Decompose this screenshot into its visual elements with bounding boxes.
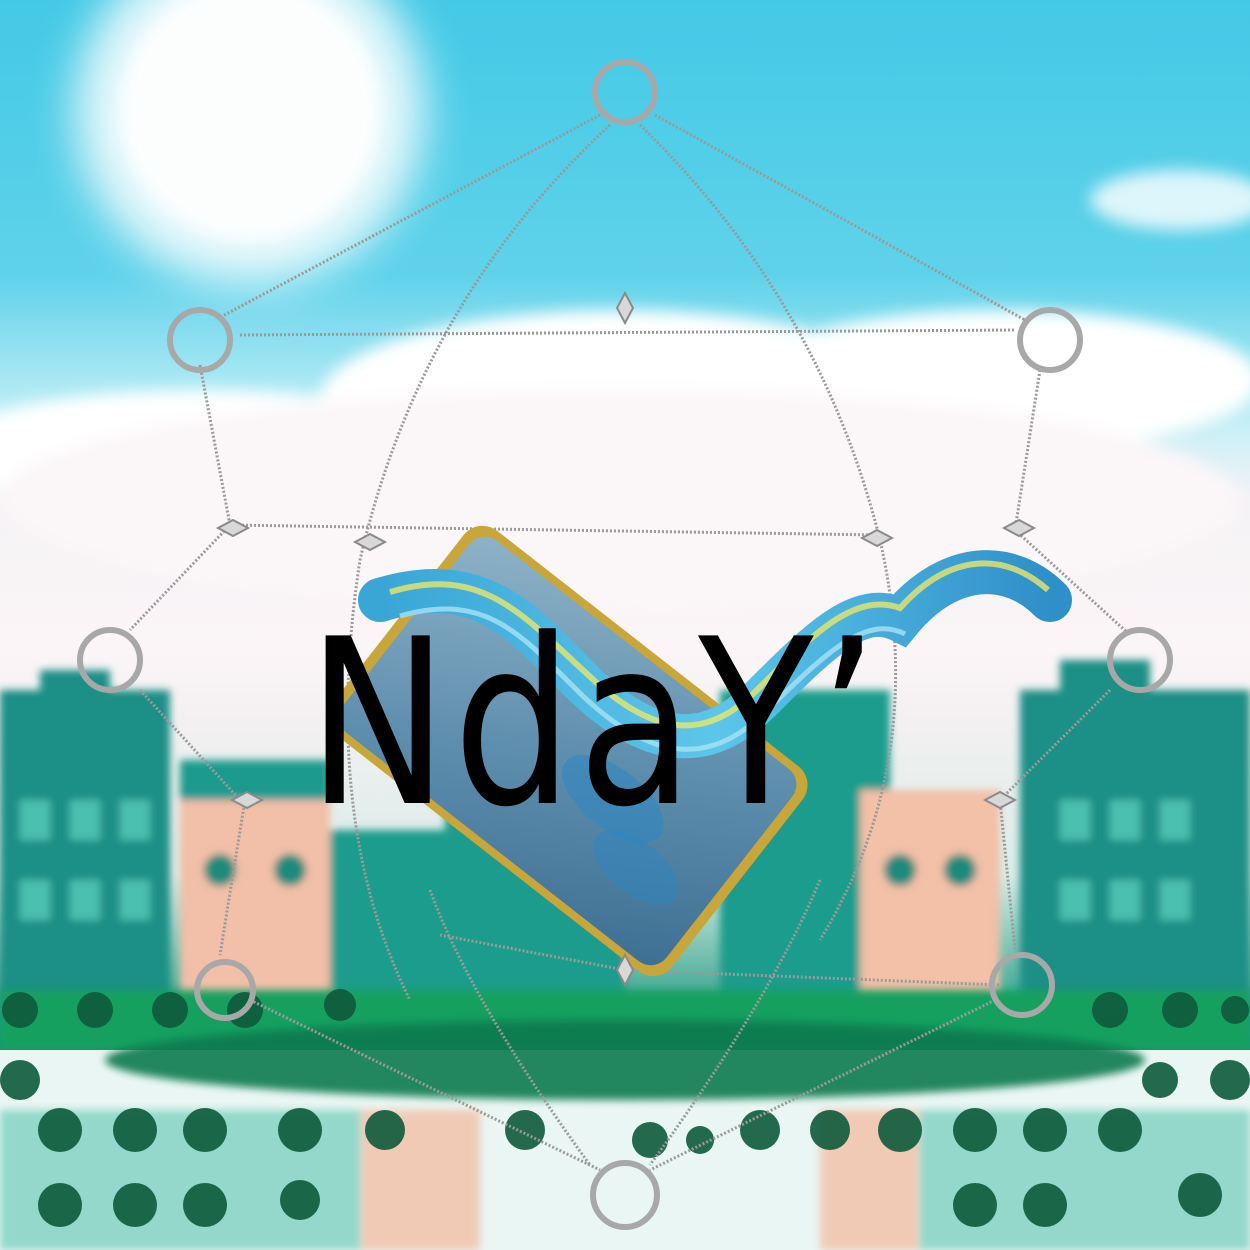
network-lines [128, 113, 1132, 1172]
buildings [0, 660, 1250, 1020]
ribbon-wave [358, 550, 1072, 759]
dot-pattern [0, 989, 1250, 1227]
sun [75, 0, 425, 285]
clouds [0, 170, 1250, 610]
smartphone-icon [328, 525, 808, 977]
network-nodes [77, 59, 1173, 1230]
logo-text: NdaY’ [307, 591, 884, 858]
network-diamonds [215, 290, 1037, 988]
